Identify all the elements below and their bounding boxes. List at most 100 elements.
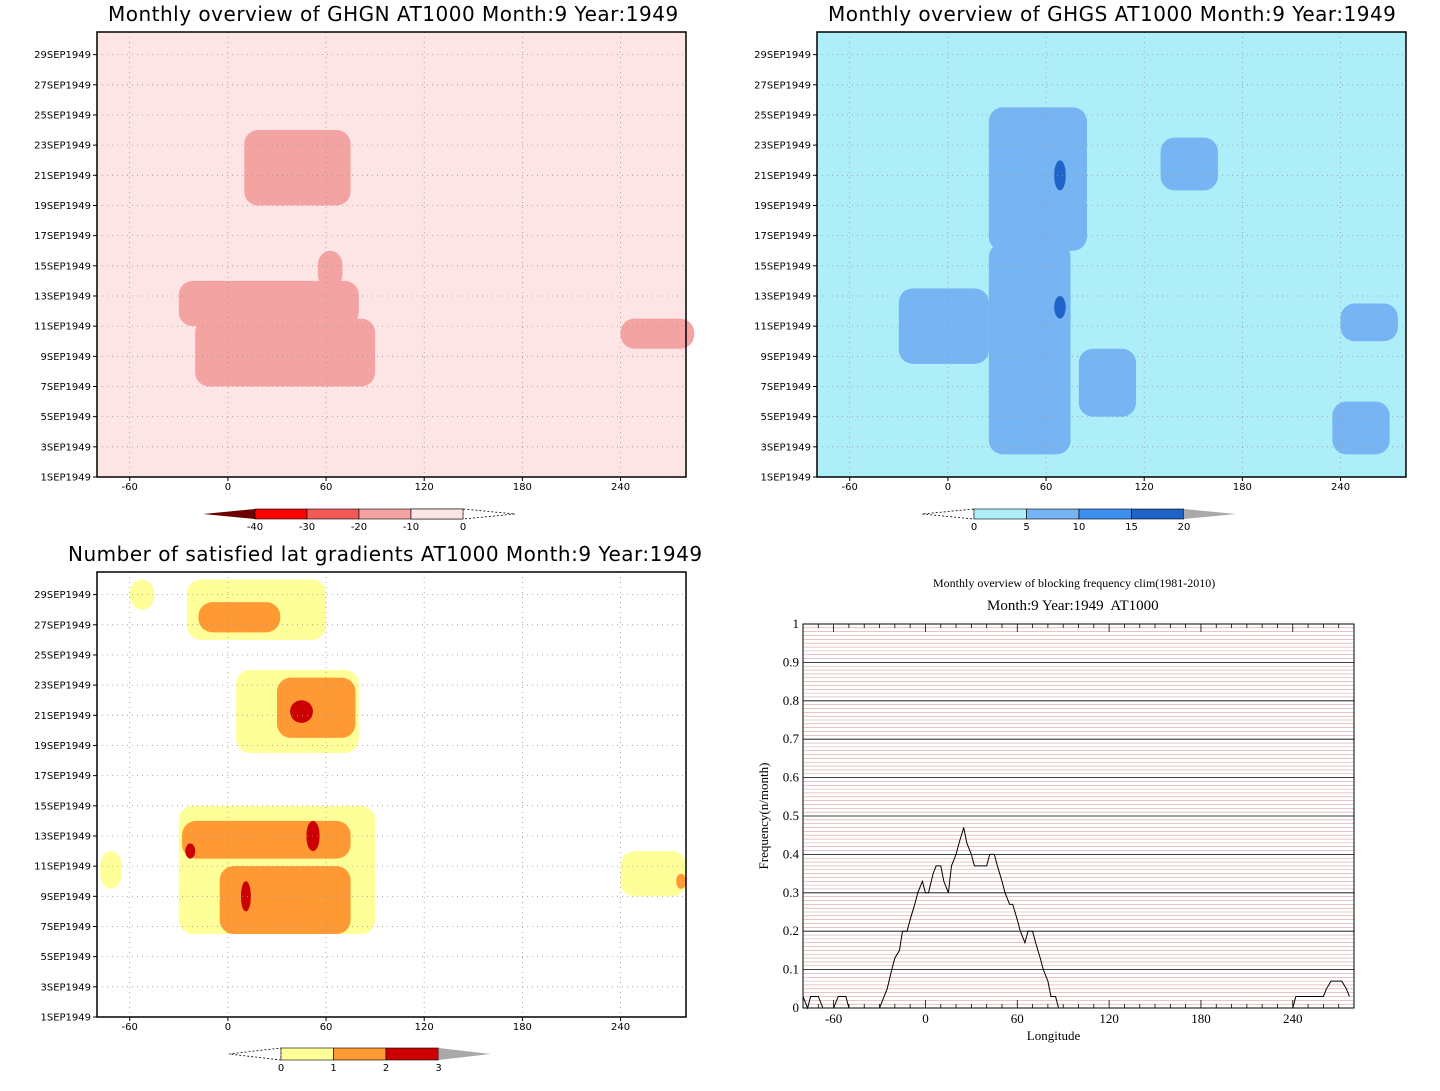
y-tick-label: 0.6 <box>783 770 800 785</box>
x-tick-label: -60 <box>122 1022 138 1033</box>
y-tick-label: 21SEP1949 <box>34 171 91 182</box>
y-tick-label: 0.7 <box>783 731 800 746</box>
y-tick-label: 0.9 <box>783 654 799 669</box>
y-tick-label: 5SEP1949 <box>40 412 91 423</box>
y-tick-label: 27SEP1949 <box>34 80 91 91</box>
colorbar-label: 0 <box>278 1063 284 1074</box>
x-tick-label: 60 <box>320 1022 333 1033</box>
y-tick-label: 5SEP1949 <box>760 412 811 423</box>
colorbar-label: 0 <box>971 522 977 533</box>
contour-region <box>198 602 281 633</box>
x-tick-label: 0 <box>225 1022 231 1033</box>
y-tick-label: 25SEP1949 <box>754 110 811 121</box>
colorbar-left-arrow <box>921 508 975 520</box>
contour-region <box>182 820 351 859</box>
contour-region <box>1054 295 1066 319</box>
colorbar-label: 20 <box>1178 522 1191 533</box>
y-tick-label: 17SEP1949 <box>34 231 91 242</box>
colorbar-label: 5 <box>1023 522 1029 533</box>
colorbar-box <box>1078 508 1132 520</box>
x-tick-label: 60 <box>320 482 333 493</box>
y-tick-label: 3SEP1949 <box>40 442 91 453</box>
contour-region <box>290 700 313 723</box>
x-tick-label: 60 <box>1040 482 1053 493</box>
y-tick-label: 0.4 <box>783 846 800 861</box>
y-tick-label: 3SEP1949 <box>40 982 91 993</box>
y-tick-label: 13SEP1949 <box>34 291 91 302</box>
y-tick-label: 1SEP1949 <box>40 1013 91 1024</box>
y-tick-label: 23SEP1949 <box>34 681 91 692</box>
contour-region <box>676 873 686 889</box>
y-tick-label: 19SEP1949 <box>34 201 91 212</box>
y-tick-label: 29SEP1949 <box>34 590 91 601</box>
plot-background <box>97 32 686 477</box>
colorbar-left-arrow <box>203 509 255 519</box>
y-tick-label: 1SEP1949 <box>760 473 811 484</box>
plot-frame <box>96 31 687 478</box>
colorbar-box <box>333 1047 387 1061</box>
x-tick-label: 120 <box>1135 482 1154 493</box>
y-tick-label: 1SEP1949 <box>40 473 91 484</box>
contour-region <box>244 130 351 206</box>
x-tick-label: -60 <box>825 1011 842 1026</box>
contour-region <box>240 881 251 912</box>
plot-frame <box>96 571 687 1018</box>
colorbar-box <box>306 508 360 520</box>
contour-region <box>178 280 359 327</box>
contour-region <box>620 318 695 349</box>
x-tick-label: 60 <box>1011 1011 1024 1026</box>
contour-region <box>1054 160 1066 191</box>
contour-region <box>276 677 356 738</box>
x-tick-label: 0 <box>922 1011 929 1026</box>
contour-region <box>317 250 343 289</box>
y-tick-label: 7SEP1949 <box>40 382 91 393</box>
y-tick-label: 17SEP1949 <box>34 771 91 782</box>
colorbar-box <box>1026 508 1080 520</box>
y-tick-label: 9SEP1949 <box>40 892 91 903</box>
y-tick-label: 13SEP1949 <box>754 291 811 302</box>
contour-region <box>195 318 376 387</box>
contour-region <box>1332 401 1390 455</box>
y-tick-label: 11SEP1949 <box>34 862 91 873</box>
colorbar-label: 0 <box>460 522 466 533</box>
blocking-chart: 0 0.1 0.2 0.3 0.4 0.5 0.6 0.7 0.8 0.9 1 -60 0 60 120 18… <box>756 616 1355 1043</box>
blocking-panel: Monthly overview of blocking frequency c… <box>720 545 1440 1091</box>
colorbar-box <box>1131 508 1185 520</box>
colorbar-box <box>385 1047 439 1061</box>
colorbar-box <box>280 1047 334 1061</box>
y-tick-label: 23SEP1949 <box>34 141 91 152</box>
contour-region <box>898 288 989 364</box>
colorbar-label: -10 <box>403 522 419 533</box>
colorbar-box <box>358 508 412 520</box>
x-tick-label: 120 <box>415 482 434 493</box>
y-tick-label: 29SEP1949 <box>754 50 811 61</box>
ghgs-panel: Monthly overview of GHGS AT1000 Month:9 … <box>720 0 1440 545</box>
colorbar-box <box>254 508 308 520</box>
x-tick-label: 120 <box>1099 1011 1119 1026</box>
y-tick-label: 13SEP1949 <box>34 831 91 842</box>
contour-region <box>100 851 122 889</box>
x-tick-label: 240 <box>1331 482 1350 493</box>
y-tick-label: 21SEP1949 <box>34 711 91 722</box>
x-tick-label: -60 <box>122 482 138 493</box>
y-tick-label: 0.3 <box>783 885 799 900</box>
x-tick-label: 180 <box>1191 1011 1211 1026</box>
y-tick-label: 11SEP1949 <box>34 322 91 333</box>
colorbar-label: -40 <box>247 522 263 533</box>
y-tick-label: 29SEP1949 <box>34 50 91 61</box>
contour-region <box>129 579 155 610</box>
x-tick-label: 0 <box>225 482 231 493</box>
y-tick-label: 0.2 <box>783 923 799 938</box>
ghgs-title: Monthly overview of GHGS AT1000 Month:9 … <box>828 2 1397 26</box>
frequency-line <box>802 827 1071 1010</box>
x-tick-label: -60 <box>842 482 858 493</box>
y-tick-label: 27SEP1949 <box>754 80 811 91</box>
y-tick-label: 11SEP1949 <box>754 322 811 333</box>
y-tick-label: 17SEP1949 <box>754 231 811 242</box>
y-tick-label: 7SEP1949 <box>40 922 91 933</box>
colorbar-right-arrow <box>438 1048 491 1060</box>
x-axis-label: Longitude <box>1027 1028 1081 1043</box>
y-tick-label: 9SEP1949 <box>40 352 91 363</box>
y-tick-label: 19SEP1949 <box>34 741 91 752</box>
y-tick-label: 21SEP1949 <box>754 171 811 182</box>
